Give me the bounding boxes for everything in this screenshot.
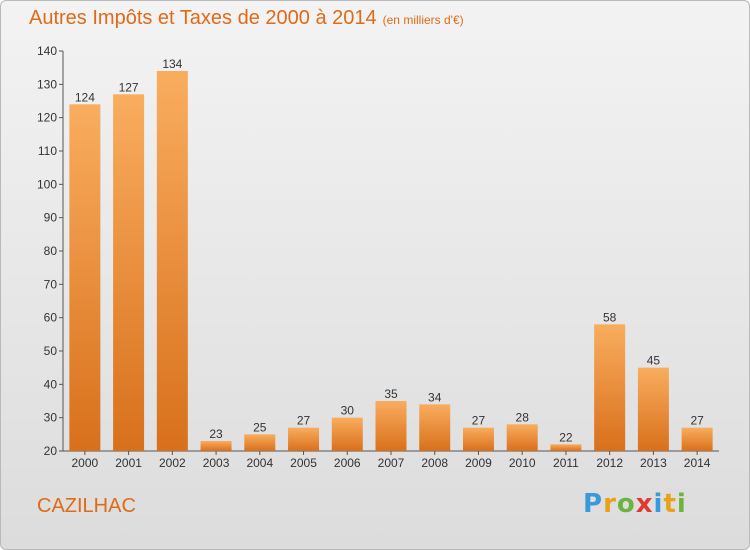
y-tick-label: 130 [37, 77, 57, 91]
bar-2013 [637, 367, 669, 451]
bar-2000 [69, 104, 101, 451]
bar-2003 [200, 441, 232, 451]
value-label-2012: 58 [603, 310, 617, 324]
y-tick-label: 70 [44, 277, 58, 291]
x-tick-label-2005: 2005 [290, 456, 317, 470]
logo-letter: x [635, 489, 654, 519]
bar-2012 [594, 324, 626, 451]
x-tick-label-2003: 2003 [203, 456, 230, 470]
bar-2001 [113, 94, 145, 451]
value-label-2001: 127 [119, 80, 139, 94]
x-tick-label-2012: 2012 [596, 456, 623, 470]
logo-letter: i [653, 489, 664, 519]
y-tick-label: 50 [44, 344, 58, 358]
y-tick-label: 100 [37, 177, 57, 191]
logo-letter: i [676, 489, 687, 519]
y-tick-label: 140 [37, 44, 57, 58]
x-tick-label-2013: 2013 [640, 456, 667, 470]
logo-letter: t [663, 489, 677, 519]
logo-letter: o [616, 489, 636, 519]
value-label-2013: 45 [647, 354, 661, 368]
x-tick-label-2011: 2011 [553, 456, 579, 470]
bar-2014 [681, 427, 713, 451]
chart-value-labels: 124 127 134 23 25 27 30 35 34 27 28 22 58 45 27 [75, 57, 704, 444]
x-tick-label-2004: 2004 [246, 456, 273, 470]
y-tick-label: 20 [44, 444, 58, 458]
value-label-2011: 22 [559, 430, 573, 444]
value-label-2010: 28 [516, 410, 530, 424]
bar-2005 [288, 427, 320, 451]
proxiti-logo: Proxiti [583, 489, 687, 523]
value-label-2003: 23 [209, 427, 223, 441]
y-tick-label: 120 [37, 111, 57, 125]
value-label-2005: 27 [297, 414, 311, 428]
value-label-2002: 134 [162, 57, 182, 71]
bar-2006 [331, 417, 363, 451]
value-label-2009: 27 [472, 414, 486, 428]
value-label-2008: 34 [428, 390, 442, 404]
x-tick-label-2006: 2006 [334, 456, 361, 470]
value-label-2007: 35 [384, 387, 398, 401]
x-tick-label-2002: 2002 [159, 456, 186, 470]
bar-2010 [506, 424, 538, 451]
bar-2008 [419, 404, 451, 451]
y-tick-label: 90 [44, 211, 58, 225]
chart-bars [69, 71, 713, 451]
x-tick-label-2007: 2007 [378, 456, 405, 470]
chart-title: Autres Impôts et Taxes de 2000 à 2014 (en… [29, 7, 464, 30]
y-tick-label: 80 [44, 244, 58, 258]
y-tick-label: 30 [44, 411, 58, 425]
chart-unit: (en milliers d'€) [382, 13, 464, 27]
x-tick-label-2010: 2010 [509, 456, 536, 470]
logo-letter: P [583, 489, 604, 519]
value-label-2006: 30 [341, 404, 355, 418]
x-tick-label-2000: 2000 [72, 456, 99, 470]
bar-2004 [244, 434, 276, 451]
value-label-2004: 25 [253, 420, 267, 434]
bar-2011 [550, 444, 582, 451]
value-label-2014: 27 [690, 414, 704, 428]
commune-name: CAZILHAC [37, 495, 136, 517]
x-tick-label-2009: 2009 [465, 456, 492, 470]
value-label-2000: 124 [75, 90, 95, 104]
x-tick-label-2014: 2014 [684, 456, 711, 470]
y-tick-label: 60 [44, 311, 58, 325]
bar-2007 [375, 401, 407, 451]
chart-title-text: Autres Impôts et Taxes de 2000 à 2014 [29, 7, 377, 29]
bar-2009 [462, 427, 494, 451]
bar-2002 [156, 71, 188, 451]
y-tick-label: 110 [38, 144, 57, 158]
logo-letter: r [603, 489, 617, 519]
x-tick-label-2008: 2008 [421, 456, 448, 470]
y-tick-label: 40 [44, 377, 58, 391]
x-tick-label-2001: 2001 [115, 456, 142, 470]
